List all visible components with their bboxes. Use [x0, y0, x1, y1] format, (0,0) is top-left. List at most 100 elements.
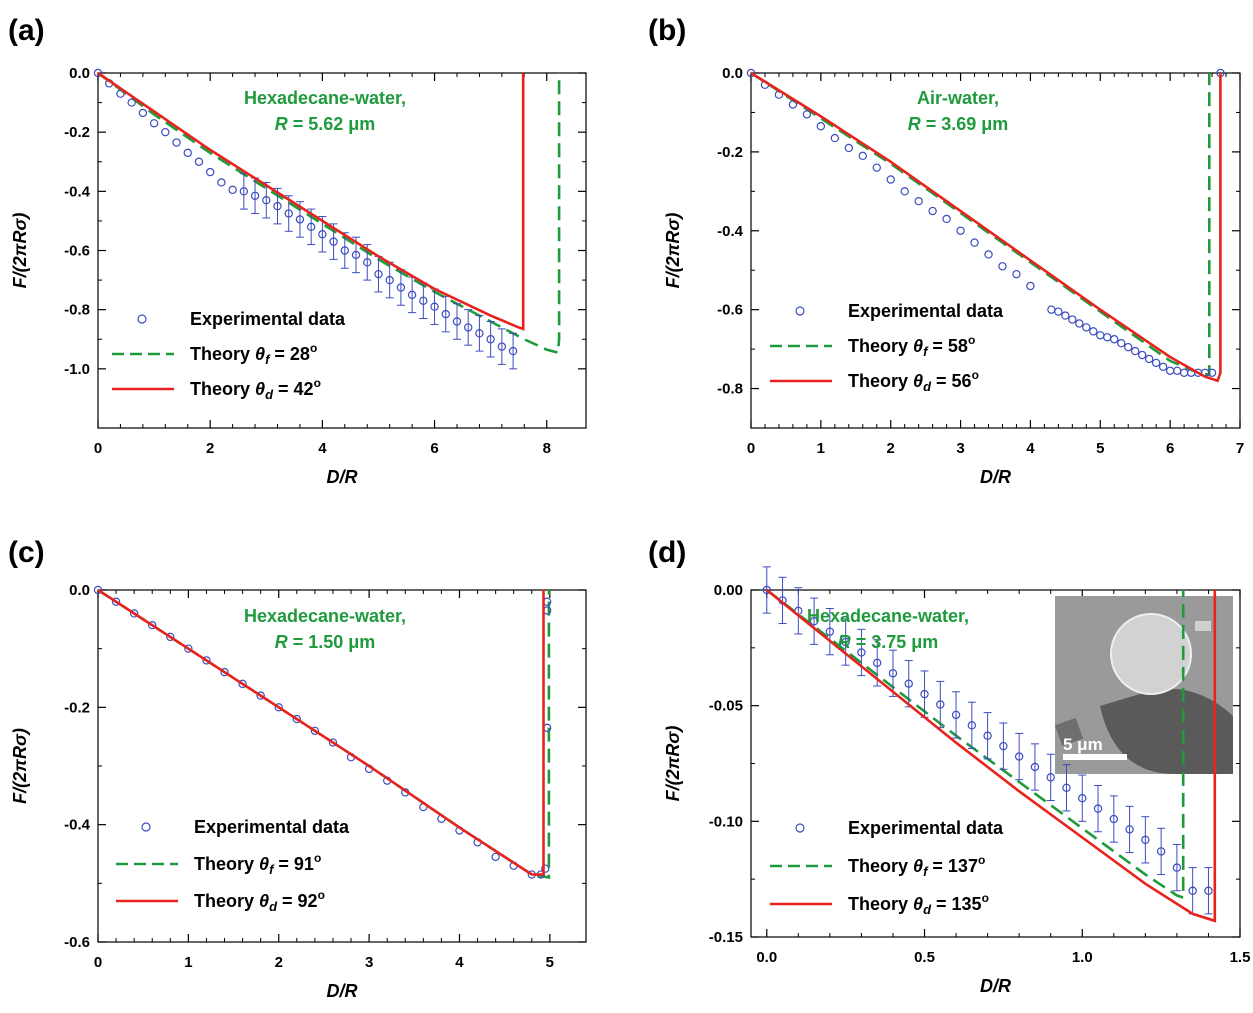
- experimental-point: [956, 226, 965, 235]
- experimental-point: [93, 68, 103, 78]
- experimental-point: [1204, 886, 1213, 895]
- y-axis-label: F/(2πRσ): [10, 728, 30, 804]
- y-tick-label: 0.0: [69, 65, 90, 82]
- x-tick-label: 0.5: [914, 949, 935, 966]
- annotation-radius: R = 3.69 μm: [908, 114, 1009, 134]
- experimental-point: [1151, 358, 1161, 368]
- annotation-system: Hexadecane-water,: [807, 606, 969, 626]
- inset-scale-label: 5 μm: [1063, 735, 1103, 754]
- experimental-point: [127, 98, 136, 107]
- experimental-point: [541, 864, 550, 873]
- experimental-point: [184, 644, 193, 653]
- experimental-point: [149, 119, 159, 128]
- experimental-point: [1046, 773, 1055, 782]
- y-tick-label: -0.2: [717, 144, 743, 161]
- inset-debris: [1195, 621, 1211, 631]
- x-axis-label: D/R: [327, 467, 358, 487]
- experimental-point: [273, 201, 282, 211]
- x-tick-label: 8: [543, 440, 551, 457]
- experimental-point: [1103, 333, 1112, 342]
- experimental-point: [238, 679, 247, 689]
- panel-a: (a) 0 2 4 6 8 0.0 -0.2 -0.4 -0.6 -0.8 -1.0 D/R F/(2πR…: [8, 14, 587, 487]
- experimental-point: [1014, 752, 1024, 761]
- experimental-point: [802, 110, 812, 119]
- x-tick-label: 7: [1236, 440, 1244, 457]
- panel-c: (c) 0 1 2 3 4 5 0.0 -0.2 -0.4 -0.6 D/R F/(2πRσ) Hexad…: [8, 536, 587, 1001]
- x-tick-label: 4: [1026, 440, 1035, 457]
- experimental-point: [762, 585, 771, 595]
- legend-label-experimental: Experimental data: [848, 818, 1004, 838]
- experimental-series: [746, 68, 1225, 377]
- legend-label-theory-f: Theory θf = 28o: [190, 341, 317, 367]
- experimental-point: [1165, 366, 1175, 376]
- annotation-system: Hexadecane-water,: [244, 606, 406, 626]
- experimental-point: [1117, 338, 1126, 348]
- experimental-point: [1172, 863, 1182, 872]
- experimental-point: [825, 627, 835, 636]
- experimental-point: [998, 262, 1007, 271]
- experimental-point: [93, 585, 103, 595]
- y-tick-label: -0.2: [64, 124, 90, 141]
- experimental-point: [274, 703, 283, 712]
- experimental-point: [967, 721, 977, 730]
- sem-inset-image: 5 μm: [1054, 596, 1233, 774]
- experimental-point: [1062, 783, 1071, 792]
- y-tick-label: -0.15: [709, 929, 743, 946]
- experimental-point: [318, 230, 327, 239]
- x-tick-label: 4: [318, 440, 327, 457]
- inset-shadow-region: [1100, 688, 1233, 774]
- experimental-point: [183, 148, 192, 158]
- legend-label-theory-f: Theory θf = 91o: [194, 851, 321, 877]
- x-tick-label: 6: [430, 440, 438, 457]
- experimental-point: [1093, 804, 1103, 813]
- x-tick-label: 2: [275, 954, 283, 971]
- y-tick-label: 0.00: [714, 582, 743, 599]
- experimental-point: [746, 68, 756, 78]
- experimental-point: [464, 323, 473, 332]
- legend-label-theory-d: Theory θd = 42o: [190, 376, 321, 402]
- experimental-point: [172, 138, 181, 147]
- theory-d-curve: [765, 588, 1217, 923]
- x-tick-label: 1.0: [1072, 949, 1093, 966]
- legend-marker-experimental: [795, 306, 805, 316]
- experimental-point: [508, 346, 518, 356]
- legend-label-theory-d: Theory θd = 56o: [848, 368, 979, 394]
- theory-f-curve: [766, 588, 1185, 900]
- experimental-point: [138, 108, 148, 118]
- panel-label: (c): [8, 536, 45, 569]
- experimental-point: [886, 175, 895, 184]
- y-tick-label: 0.0: [69, 582, 90, 599]
- experimental-point: [292, 714, 302, 724]
- experimental-point: [202, 656, 211, 665]
- x-axis-label: D/R: [980, 467, 1011, 487]
- experimental-point: [936, 700, 945, 709]
- experimental-point: [205, 167, 215, 177]
- y-tick-label: -0.8: [717, 381, 743, 398]
- experimental-point: [816, 122, 826, 131]
- experimental-point: [396, 283, 406, 292]
- plot-frame: [750, 72, 1241, 429]
- x-tick-label: 1.5: [1230, 949, 1251, 966]
- experimental-point: [1207, 368, 1217, 377]
- y-tick-label: -0.4: [64, 817, 91, 834]
- experimental-point: [1089, 327, 1098, 336]
- experimental-point: [116, 89, 125, 98]
- experimental-point: [497, 342, 507, 351]
- experimental-point: [194, 157, 204, 166]
- experimental-point: [1030, 762, 1040, 772]
- annotation-radius: R = 3.75 μm: [838, 632, 939, 652]
- experimental-point: [928, 206, 937, 216]
- y-axis-label: F/(2πRσ): [663, 726, 683, 802]
- experimental-point: [239, 187, 249, 196]
- experimental-point: [1124, 342, 1133, 352]
- legend: Experimental data Theory θf = 137o Theory …: [770, 818, 1004, 917]
- experimental-point: [888, 669, 898, 678]
- inset-scale-bar: [1063, 754, 1127, 760]
- experimental-point: [1110, 335, 1119, 344]
- x-tick-label: 1: [184, 954, 192, 971]
- theory-d-curve: [97, 71, 525, 331]
- y-tick-label: -0.10: [709, 813, 743, 830]
- legend-marker-experimental: [137, 314, 147, 324]
- experimental-point: [1096, 331, 1105, 340]
- experimental-point: [872, 163, 881, 172]
